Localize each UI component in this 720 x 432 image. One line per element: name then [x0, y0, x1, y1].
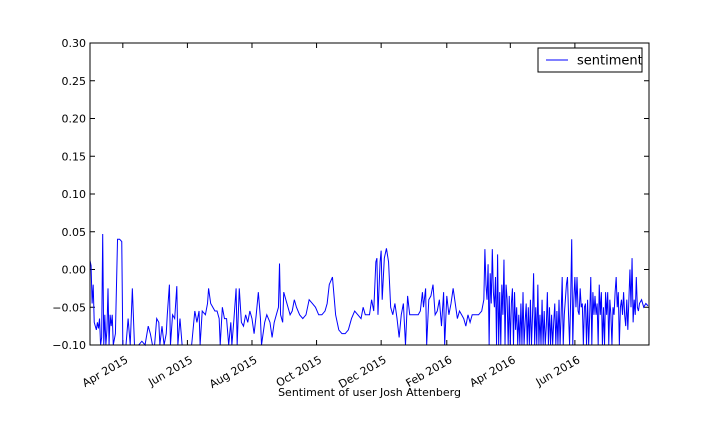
x-tick-label: Feb 2016 — [404, 353, 455, 390]
y-tick-label: −0.10 — [52, 339, 86, 352]
x-tick-label: Aug 2015 — [207, 353, 259, 391]
y-tick-label: 0.05 — [62, 226, 87, 239]
y-tick-label: 0.15 — [62, 150, 87, 163]
y-tick-label: 0.00 — [62, 264, 87, 277]
x-tick-label: Apr 2015 — [80, 353, 130, 390]
x-tick-label: Jun 2015 — [145, 353, 195, 389]
y-axis: −0.10 −0.05 0.00 0.05 0.10 0.15 0.20 0.25 0.30 — [52, 37, 649, 352]
y-tick-label: 0.10 — [62, 188, 87, 201]
y-tick-label: 0.30 — [62, 37, 87, 50]
y-tick-label: 0.20 — [62, 113, 87, 126]
x-axis-label: Sentiment of user Josh Attenberg — [278, 386, 461, 399]
plot-background — [90, 43, 649, 345]
x-tick-label: Oct 2015 — [274, 353, 324, 390]
legend: sentiment — [537, 47, 643, 73]
x-tick-label: Apr 2016 — [468, 353, 518, 390]
x-tick-label: Jun 2016 — [533, 353, 583, 389]
y-tick-label: 0.25 — [62, 75, 87, 88]
y-tick-label: −0.05 — [52, 301, 86, 314]
plot-frame — [89, 42, 650, 346]
legend-label: sentiment — [577, 54, 643, 69]
